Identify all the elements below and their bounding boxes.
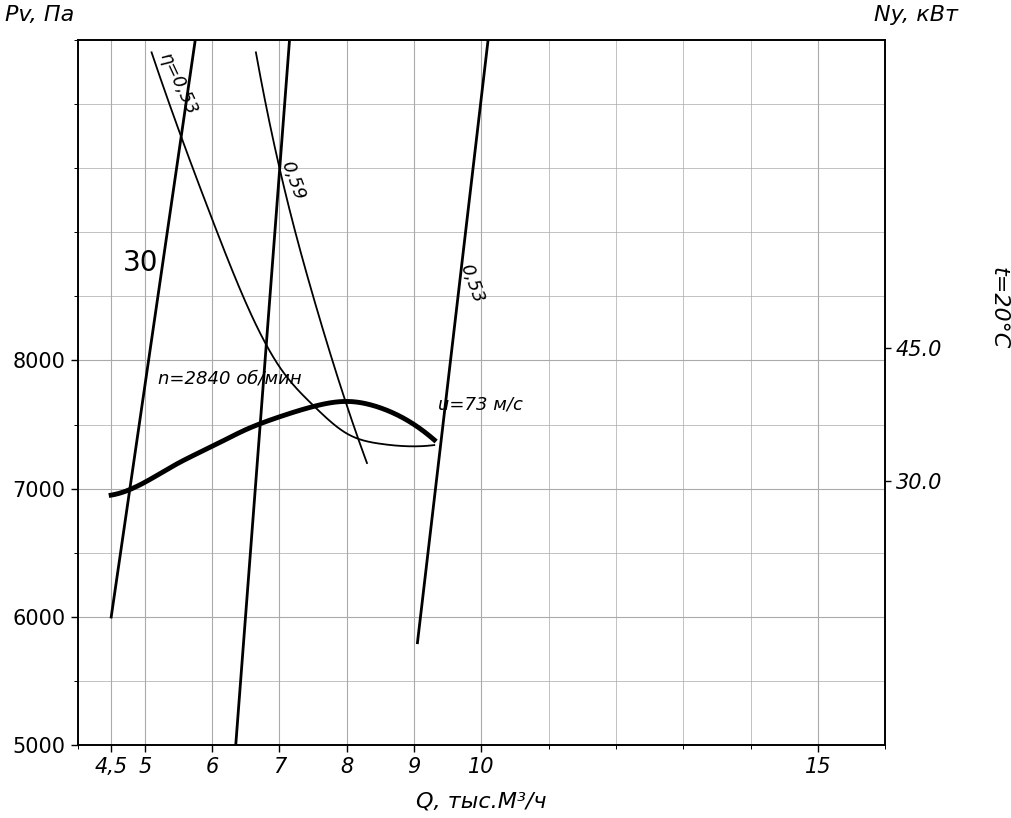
Text: u=73 м/с: u=73 м/с — [437, 395, 522, 413]
Text: Ny, кВт: Ny, кВт — [874, 6, 957, 25]
Text: 0,59: 0,59 — [277, 159, 308, 203]
Text: Pv, Па: Pv, Па — [5, 6, 74, 25]
Text: η=0,53: η=0,53 — [156, 51, 200, 119]
Text: 0,53: 0,53 — [456, 262, 486, 305]
X-axis label: Q, тыс.М³/ч: Q, тыс.М³/ч — [416, 791, 546, 811]
Text: t=20°C: t=20°C — [988, 267, 1007, 349]
Text: n=2840 об/мин: n=2840 об/мин — [158, 370, 301, 388]
Text: 30: 30 — [123, 249, 159, 276]
